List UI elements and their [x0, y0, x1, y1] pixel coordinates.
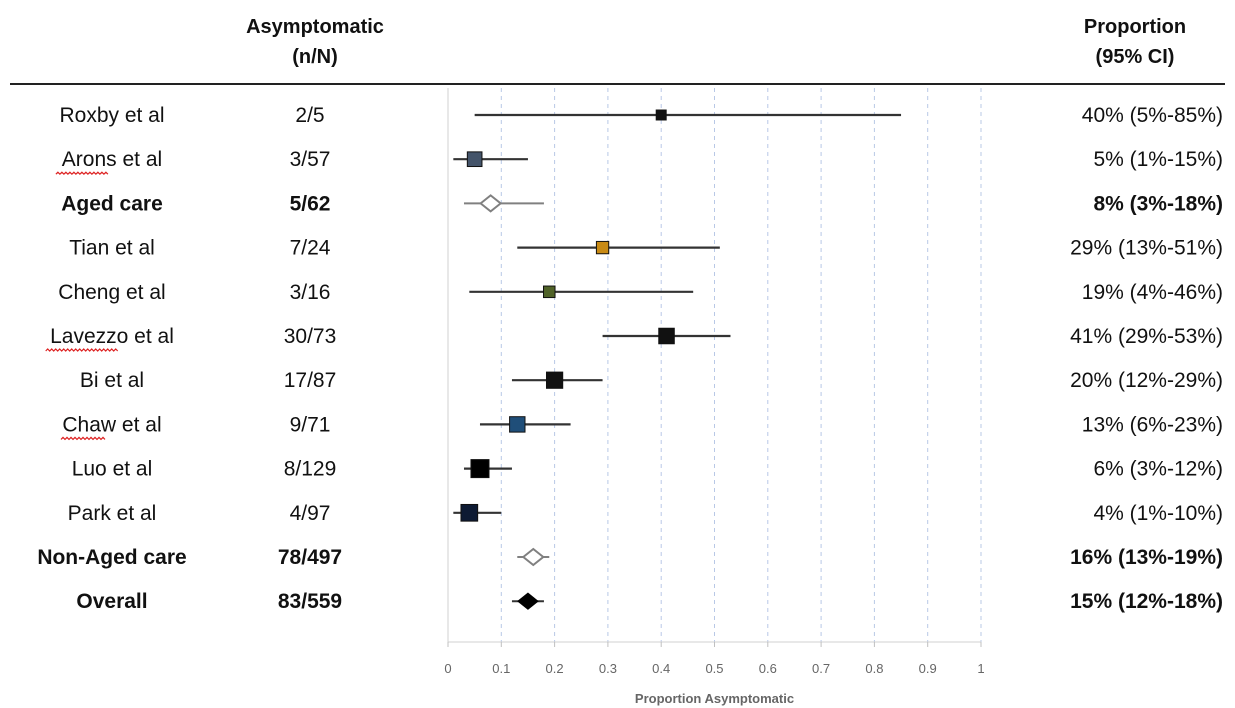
- study-ci-text: 16% (13%-19%): [1070, 546, 1223, 569]
- study-n: 30/73: [284, 325, 337, 348]
- forest-row: Cheng et al 3/16 19% (4%-46%): [58, 281, 1223, 304]
- study-label: Luo et al: [72, 458, 153, 481]
- study-n: 7/24: [290, 237, 331, 260]
- forest-row: Chaw et al 9/71 13% (6%-23%): [60, 413, 1223, 441]
- study-n: 83/559: [278, 590, 342, 613]
- study-n: 5/62: [290, 192, 331, 215]
- x-tick-label: 0.9: [919, 661, 937, 676]
- point-marker: [460, 503, 479, 522]
- study-n: 3/57: [290, 148, 331, 171]
- study-label: Cheng et al: [58, 281, 165, 304]
- forest-row: Luo et al 8/129 6% (3%-12%): [72, 458, 1223, 481]
- forest-row: Roxby et al 2/5 40% (5%-85%): [59, 104, 1223, 127]
- study-ci-text: 5% (1%-15%): [1093, 148, 1223, 171]
- forest-row: Arons et al 3/57 5% (1%-15%): [55, 148, 1223, 176]
- study-label: Arons et al: [62, 148, 162, 171]
- spellcheck-underline: [60, 436, 106, 441]
- grid-lines: [500, 88, 982, 642]
- point-marker: [509, 416, 526, 433]
- x-tick-label: 0.6: [759, 661, 777, 676]
- forest-row: Non-Aged care 78/497 16% (13%-19%): [37, 546, 1223, 569]
- study-ci-text: 13% (6%-23%): [1082, 413, 1223, 436]
- forest-row: Overall 83/559 15% (12%-18%): [76, 590, 1223, 613]
- summary-diamond: [517, 592, 539, 610]
- forest-rows: Roxby et al 2/5 40% (5%-85%) Arons et al 3/5…: [37, 104, 1223, 613]
- header-proportion-line2: (95% CI): [1095, 46, 1175, 68]
- study-label: Roxby et al: [59, 104, 164, 127]
- point-marker: [543, 285, 556, 299]
- spellcheck-underline: [55, 171, 109, 176]
- study-n: 8/129: [284, 458, 337, 481]
- study-n: 78/497: [278, 546, 342, 569]
- point-marker: [595, 240, 610, 255]
- x-tick-label: 0.3: [599, 661, 617, 676]
- header-proportion: Proportion (95% CI): [1040, 12, 1230, 72]
- study-label: Tian et al: [69, 237, 155, 260]
- study-ci-text: 19% (4%-46%): [1082, 281, 1223, 304]
- x-axis: 0 0.1 0.2 0.3 0.4 0.5 0.6 0.7 0.8 0.9 1: [444, 88, 985, 676]
- study-ci-text: 8% (3%-18%): [1093, 192, 1223, 215]
- study-ci-text: 15% (12%-18%): [1070, 590, 1223, 613]
- study-n: 3/16: [290, 281, 331, 304]
- study-n: 2/5: [295, 104, 324, 127]
- summary-diamond: [479, 194, 503, 213]
- study-label: Non-Aged care: [37, 546, 186, 569]
- x-tick-label: 0.7: [812, 661, 830, 676]
- x-tick-label: 1: [977, 661, 984, 676]
- point-marker: [545, 371, 564, 389]
- study-ci-text: 20% (12%-29%): [1070, 369, 1223, 392]
- study-n: 17/87: [284, 369, 337, 392]
- study-ci-text: 29% (13%-51%): [1070, 237, 1223, 260]
- x-tick-label: 0.2: [546, 661, 564, 676]
- spellcheck-underline: [45, 348, 119, 352]
- point-marker: [470, 459, 490, 479]
- point-marker: [466, 151, 483, 168]
- study-ci-text: 6% (3%-12%): [1093, 458, 1223, 481]
- study-label: Bi et al: [80, 369, 144, 392]
- point-marker: [655, 109, 667, 121]
- forest-row: Park et al 4/97 4% (1%-10%): [68, 502, 1223, 525]
- study-label: Park et al: [68, 502, 157, 525]
- study-n: 4/97: [290, 502, 331, 525]
- study-ci-text: 40% (5%-85%): [1082, 104, 1223, 127]
- study-label: Lavezzo et al: [50, 325, 174, 348]
- x-tick-label: 0.4: [652, 661, 670, 676]
- study-ci-text: 4% (1%-10%): [1093, 502, 1223, 525]
- x-tick-label: 0.8: [865, 661, 883, 676]
- forest-row: Tian et al 7/24 29% (13%-51%): [69, 237, 1223, 260]
- study-ci-text: 41% (29%-53%): [1070, 325, 1223, 348]
- point-marker: [658, 327, 675, 345]
- header-asymptomatic-line2: (n/N): [292, 46, 338, 68]
- header-asymptomatic: Asymptomatic (n/N): [200, 12, 430, 72]
- header-divider: [10, 83, 1225, 85]
- forest-row: Bi et al 17/87 20% (12%-29%): [80, 369, 1223, 392]
- study-label: Chaw et al: [62, 413, 161, 436]
- x-tick-label: 0.5: [705, 661, 723, 676]
- summary-diamond: [521, 547, 545, 567]
- study-label: Aged care: [61, 192, 163, 215]
- study-label: Overall: [76, 590, 147, 613]
- x-axis-label: Proportion Asymptomatic: [635, 691, 794, 706]
- x-tick-label: 0.1: [492, 661, 510, 676]
- x-tick-label: 0: [444, 661, 451, 676]
- header-proportion-line1: Proportion: [1083, 16, 1187, 38]
- study-n: 9/71: [290, 413, 331, 436]
- header-asymptomatic-line1: Asymptomatic: [246, 16, 384, 38]
- forest-row: Aged care 5/62 8% (3%-18%): [61, 192, 1223, 215]
- forest-row: Lavezzo et al 30/73 41% (29%-53%): [45, 325, 1223, 352]
